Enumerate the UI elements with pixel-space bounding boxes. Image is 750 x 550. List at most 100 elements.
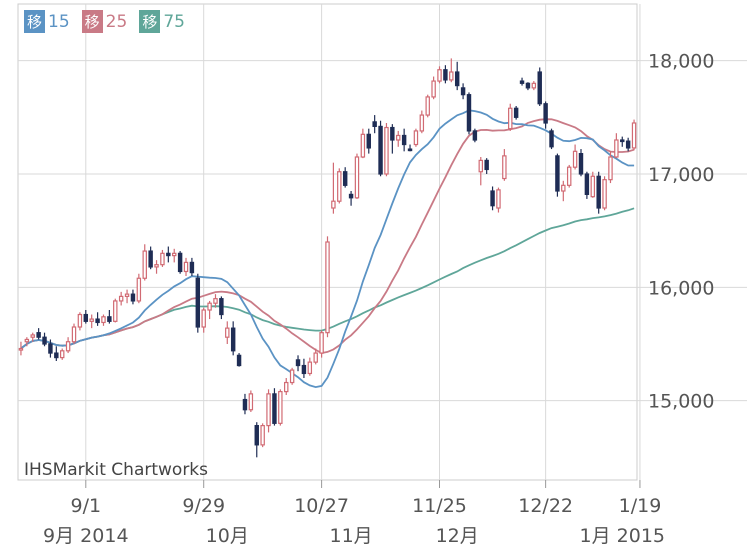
candle-body xyxy=(284,381,289,393)
candle-body xyxy=(325,241,330,334)
candle-body xyxy=(36,332,41,338)
candle-body xyxy=(390,126,395,141)
candle-body xyxy=(396,134,401,141)
candle-body xyxy=(508,107,513,130)
candle-body xyxy=(502,155,507,180)
ma15-line xyxy=(20,109,635,389)
candle-body xyxy=(578,153,584,175)
candle-body xyxy=(407,148,413,152)
candle-body xyxy=(225,327,230,338)
y-tick-label: 18,000 xyxy=(648,51,714,73)
candle-body xyxy=(71,326,77,343)
month-label: 1月 2015 xyxy=(580,525,665,547)
candle-body xyxy=(236,354,242,367)
candle-body xyxy=(242,398,248,411)
candle-body xyxy=(431,80,436,98)
candle-body xyxy=(337,171,342,202)
candle-body xyxy=(484,159,489,171)
candle-body xyxy=(142,250,147,279)
y-tick-label: 15,000 xyxy=(648,391,714,413)
candle-body xyxy=(319,332,324,354)
candle-body xyxy=(466,94,472,132)
candle-body xyxy=(183,261,189,273)
legend-badge: 移 xyxy=(139,10,161,33)
legend-period: 75 xyxy=(163,11,185,32)
candle-body xyxy=(443,69,448,81)
candle-body xyxy=(189,261,195,274)
candle-body xyxy=(555,155,560,192)
candle-body xyxy=(65,341,71,352)
candle-body xyxy=(449,71,454,81)
candle-body xyxy=(272,393,277,424)
candle-body xyxy=(496,189,501,209)
candle-body xyxy=(513,107,519,118)
candle-body xyxy=(519,80,525,84)
legend-period: 25 xyxy=(105,11,128,32)
candle-body xyxy=(113,300,118,322)
legend-item-ma75[interactable]: 移 75 xyxy=(139,10,185,33)
month-label: 11月 xyxy=(329,525,372,547)
candle-body xyxy=(107,316,112,322)
candle-body xyxy=(525,82,531,89)
y-tick-label: 16,000 xyxy=(648,277,714,299)
x-tick-label: 10/27 xyxy=(294,495,349,517)
candle-body xyxy=(490,190,495,207)
candle-body xyxy=(572,150,578,168)
candle-body xyxy=(307,361,313,375)
candle-body xyxy=(478,159,483,173)
candle-body xyxy=(230,327,236,352)
candle-body xyxy=(472,130,478,141)
x-tick-label: 1/19 xyxy=(619,495,662,517)
legend-badge: 移 xyxy=(24,10,46,33)
legend-period: 15 xyxy=(48,11,70,32)
candle-body xyxy=(425,96,430,116)
candle-body xyxy=(537,71,542,105)
candle-body xyxy=(219,298,224,316)
candle-body xyxy=(295,359,301,367)
candle-body xyxy=(401,134,407,146)
legend-item-ma15[interactable]: 移 15 xyxy=(24,10,70,33)
x-tick-label: 9/1 xyxy=(71,495,102,517)
candle-body xyxy=(118,295,124,302)
plot-frame xyxy=(17,3,638,481)
candle-body xyxy=(177,252,183,273)
candle-body xyxy=(89,318,94,322)
x-tick-label: 12/22 xyxy=(518,495,573,517)
candle-body xyxy=(384,126,389,175)
legend-badge: 移 xyxy=(81,10,103,33)
candle-body xyxy=(266,393,271,427)
candle-body xyxy=(48,343,53,354)
candle-body xyxy=(160,252,165,266)
candle-body xyxy=(378,125,383,175)
y-tick-label: 17,000 xyxy=(648,164,714,186)
candle-body xyxy=(596,175,601,209)
candle-body xyxy=(372,121,377,128)
candle-body xyxy=(342,171,348,186)
candle-body xyxy=(18,347,24,351)
candle-body xyxy=(148,250,153,268)
candle-body xyxy=(566,166,572,186)
candle-body xyxy=(631,122,637,149)
candle-body xyxy=(590,175,596,198)
candle-body xyxy=(602,179,607,209)
candle-body xyxy=(54,352,59,359)
month-label: 10月 xyxy=(206,525,249,547)
month-label: 12月 xyxy=(436,525,479,547)
candle-body xyxy=(254,425,259,446)
candle-body xyxy=(172,252,177,257)
candle-body xyxy=(77,313,83,328)
candle-body xyxy=(166,252,171,257)
candle-body xyxy=(460,87,466,96)
candle-body xyxy=(614,139,619,158)
candle-body xyxy=(313,352,318,363)
candle-body xyxy=(30,334,35,338)
candle-body xyxy=(561,184,566,192)
candle-body xyxy=(437,69,442,82)
candle-body xyxy=(625,140,631,149)
candle-body xyxy=(213,298,218,304)
candle-body xyxy=(366,133,371,149)
candle-body xyxy=(278,391,283,424)
legend-item-ma25[interactable]: 移 25 xyxy=(81,10,128,33)
chart-credit: IHSMarkit Chartworks xyxy=(24,460,208,480)
